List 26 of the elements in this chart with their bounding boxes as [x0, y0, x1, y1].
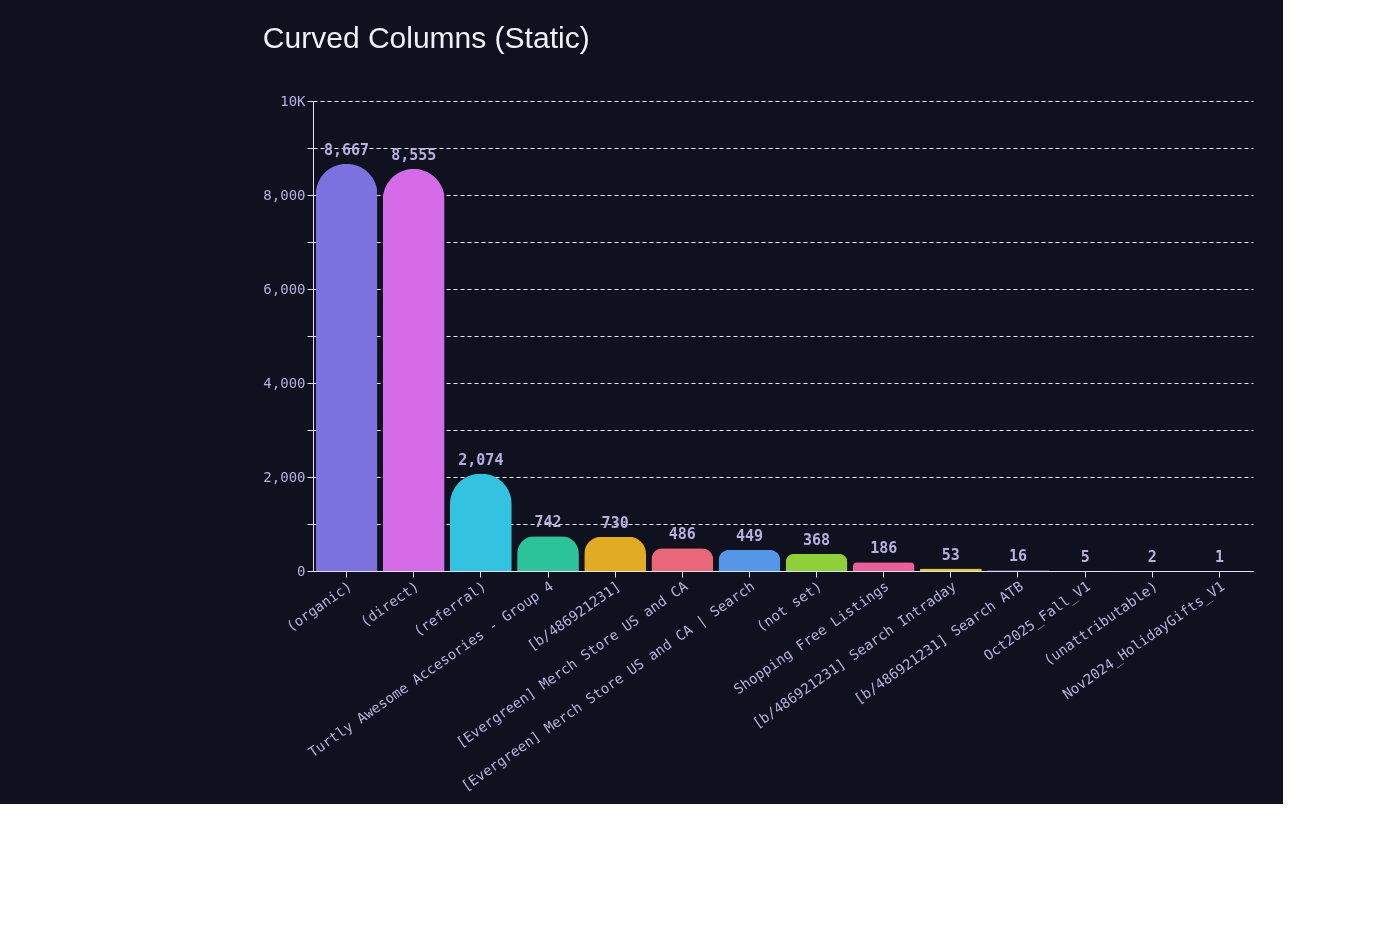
bar — [584, 536, 647, 571]
data-label: 16 — [1008, 547, 1028, 566]
data-label: 53 — [941, 545, 960, 564]
bar — [718, 549, 781, 571]
bar — [651, 548, 714, 571]
y-tick-label: 8,000 — [263, 186, 306, 203]
bar — [315, 163, 378, 571]
bar — [517, 536, 579, 571]
bar — [785, 553, 848, 571]
bar — [382, 168, 445, 571]
data-label: 8,555 — [391, 145, 437, 164]
chart-title: Curved Columns (Static) — [262, 21, 590, 54]
y-tick-label: 10K — [280, 92, 307, 109]
bar — [449, 473, 512, 571]
y-tick-label: 2,000 — [263, 468, 306, 485]
data-label: 368 — [803, 530, 831, 549]
data-label: 2 — [1147, 547, 1157, 566]
data-label: 486 — [668, 525, 696, 544]
y-tick-label: 4,000 — [263, 374, 306, 391]
data-label: 186 — [870, 539, 898, 558]
y-tick-label: 0 — [297, 562, 306, 579]
data-label: 1 — [1214, 547, 1224, 566]
data-label: 2,074 — [458, 450, 504, 469]
data-label: 449 — [735, 526, 763, 545]
y-tick-label: 6,000 — [263, 280, 306, 297]
data-label: 5 — [1080, 547, 1090, 566]
